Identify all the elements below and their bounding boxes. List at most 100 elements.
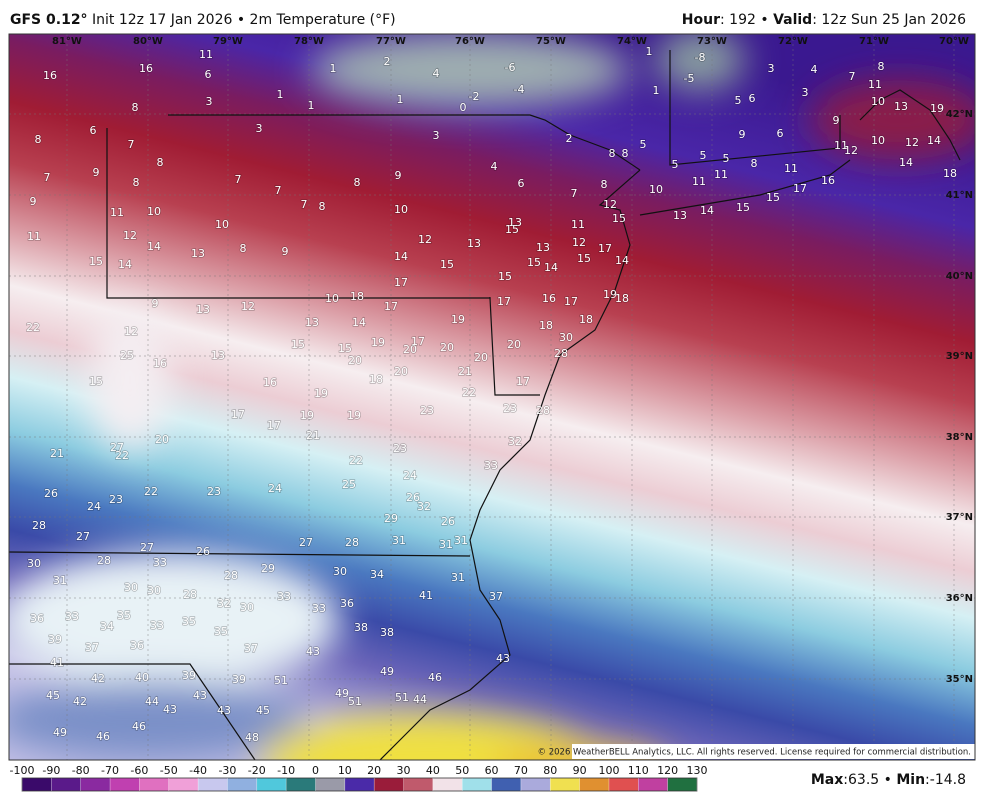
temperature-label: 31 [454, 534, 468, 547]
temperature-label: 17 [267, 419, 281, 432]
temperature-label: 46 [132, 720, 146, 733]
temperature-label: 26 [196, 545, 210, 558]
valid-label: Valid [773, 12, 812, 28]
colorbar-swatch [667, 778, 697, 791]
temperature-label: 14 [927, 134, 941, 147]
colorbar-swatch [139, 778, 169, 791]
min-sep: : [925, 772, 930, 788]
temperature-label: 12 [123, 229, 137, 242]
colorbar-tick-label: 10 [338, 764, 352, 777]
temperature-label: 19 [347, 409, 361, 422]
temperature-label: 26 [406, 491, 420, 504]
temperature-label: 25 [120, 349, 134, 362]
temperature-label: 21 [50, 447, 64, 460]
temperature-label: 10 [394, 203, 408, 216]
colorbar-swatch [638, 778, 668, 791]
temperature-label: 6 [90, 124, 97, 137]
temperature-label: 34 [370, 568, 384, 581]
temperature-label: 7 [849, 70, 856, 83]
colorbar-tick-label: -40 [189, 764, 207, 777]
temperature-label: 33 [277, 590, 291, 603]
temperature-label: 22 [144, 485, 158, 498]
lat-label: 38°N [946, 432, 973, 443]
temperature-label: 15 [527, 256, 541, 269]
temperature-label: 22 [26, 321, 40, 334]
temperature-label: 8 [751, 157, 758, 170]
colorbar-swatch [520, 778, 551, 791]
temperature-label: 20 [403, 343, 417, 356]
colorbar-tick-label: 80 [543, 764, 557, 777]
map-frame [8, 33, 976, 761]
temperature-label: 13 [894, 100, 908, 113]
temperature-label: 13 [196, 303, 210, 316]
temperature-label: 12 [905, 136, 919, 149]
lat-label: 37°N [946, 512, 973, 523]
temperature-label: 17 [497, 295, 511, 308]
temperature-label: 28 [32, 519, 46, 532]
temperature-label: 11 [199, 48, 213, 61]
temperature-label: 9 [93, 166, 100, 179]
temperature-label: 27 [110, 441, 124, 454]
temperature-label: 46 [428, 671, 442, 684]
lon-label: 79°W [213, 36, 243, 47]
temperature-label: 10 [649, 183, 663, 196]
temperature-label: 43 [217, 704, 231, 717]
temperature-label: 23 [109, 493, 123, 506]
lat-label: 39°N [946, 351, 973, 362]
temperature-label: 17 [394, 276, 408, 289]
temperature-label: 2 [566, 132, 573, 145]
temperature-label: 31 [451, 571, 465, 584]
graticule: 81°W 80°W 79°W 78°W 77°W 76°W 75°W 74°W 73°W 72°W… [9, 34, 975, 760]
colorbar-tick-label: -70 [101, 764, 119, 777]
lon-label: 71°W [859, 36, 889, 47]
temperature-label: 8 [133, 176, 140, 189]
temperature-label: 35 [214, 625, 228, 638]
hour: : 192 • [720, 12, 769, 28]
temperature-label: 44 [413, 693, 427, 706]
temperature-label: 10 [325, 292, 339, 305]
temperature-label: 32 [417, 500, 431, 513]
temperature-label: 42 [73, 695, 87, 708]
temperature-label: 9 [282, 245, 289, 258]
temperature-label: 14 [615, 254, 629, 267]
temperature-label: 12 [124, 325, 138, 338]
temperature-label: 12 [241, 300, 255, 313]
temperature-label: 40 [135, 671, 149, 684]
temperature-label: 29 [261, 562, 275, 575]
colorbar-swatch [256, 778, 287, 791]
temperature-label: 20 [440, 341, 454, 354]
temperature-label: 7 [235, 173, 242, 186]
temperature-label: 35 [117, 609, 131, 622]
lon-label: 75°W [536, 36, 566, 47]
temperature-label: 18 [539, 319, 553, 332]
temperature-label: 3 [768, 62, 775, 75]
temperature-label: 16 [263, 376, 277, 389]
temperature-label: 43 [163, 703, 177, 716]
temperature-label: 30 [124, 581, 138, 594]
temperature-label: 11 [692, 175, 706, 188]
temperature-label: 0 [460, 101, 467, 114]
temperature-label: 3 [206, 95, 213, 108]
temperature-label: 1 [646, 45, 653, 58]
temperature-label: 31 [439, 538, 453, 551]
temperature-label: 9 [30, 195, 37, 208]
temperature-label: 38 [354, 621, 368, 634]
temperature-label: 13 [467, 237, 481, 250]
header-title: GFS 0.12° Init 12z 17 Jan 2026 • 2m Temp… [10, 12, 396, 28]
colorbar-swatch [168, 778, 199, 791]
temperature-label: 14 [394, 250, 408, 263]
temperature-label: 27 [76, 530, 90, 543]
model: GFS 0.12° [10, 12, 88, 28]
temperature-label: 19 [930, 102, 944, 115]
colorbar: -100 -90 -80 -70 -60 -50 -40 -30 -20 -10 0 10 20 30 40… [10, 764, 708, 792]
temperature-label: 16 [542, 292, 556, 305]
temperature-label: 20 [474, 351, 488, 364]
temperature-label: 14 [700, 204, 714, 217]
temperature-label: 8 [319, 200, 326, 213]
temperature-label: 23 [503, 402, 517, 415]
temperature-label: 7 [128, 138, 135, 151]
lon-label: 81°W [52, 36, 82, 47]
temperature-label: 6 [777, 127, 784, 140]
temperature-label: 11 [571, 218, 585, 231]
lat-label: 35°N [946, 674, 973, 685]
